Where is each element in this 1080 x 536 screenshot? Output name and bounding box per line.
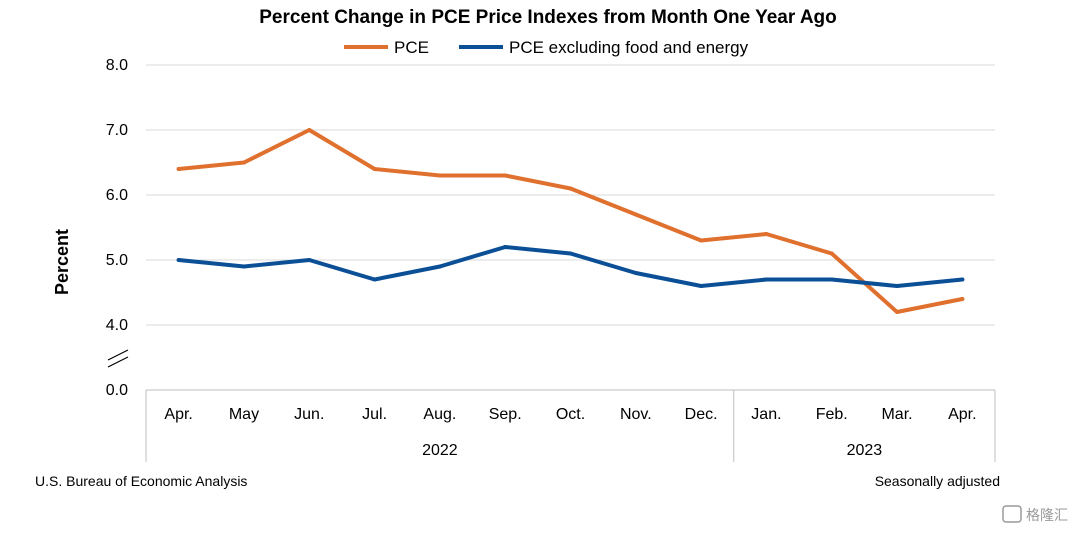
y-tick-label: 4.0	[106, 317, 128, 334]
data-point	[372, 167, 377, 171]
data-point	[241, 160, 246, 165]
gridlines	[146, 64, 995, 391]
y-tick-label: 8.0	[106, 57, 128, 74]
source-note: U.S. Bureau of Economic Analysis	[35, 473, 247, 489]
data-point	[699, 284, 704, 288]
axis-break-marker	[107, 349, 129, 368]
x-tick-label: Nov.	[620, 406, 652, 423]
legend-label-pce: PCE	[394, 38, 429, 57]
data-point	[437, 173, 442, 178]
data-point	[895, 310, 900, 314]
data-point	[241, 264, 246, 269]
watermark-logo-icon	[1002, 505, 1022, 523]
data-point	[176, 258, 181, 262]
legend: PCE PCE excluding food and energy	[344, 38, 749, 57]
data-point	[960, 277, 965, 282]
data-point	[895, 284, 900, 288]
axis-break-slash-2	[107, 356, 129, 368]
x-tick-label: Mar.	[881, 406, 912, 423]
data-point	[764, 277, 769, 282]
x-tick-label: May	[229, 406, 259, 423]
x-tick-label: Oct.	[556, 406, 585, 423]
adjustment-note: Seasonally adjusted	[875, 473, 1000, 489]
x-tick-label: Dec.	[685, 406, 718, 423]
x-group-label-2023: 2023	[847, 442, 883, 459]
series-lines	[176, 128, 965, 314]
data-point	[307, 258, 312, 262]
y-tick-label: 7.0	[106, 122, 128, 139]
x-axis: Apr. May Jun. Jul. Aug. Sep. Oct. Nov. Dec. Jan. F…	[145, 390, 996, 462]
watermark-text: 格隆汇	[1026, 507, 1068, 523]
x-tick-label: Apr.	[164, 406, 192, 423]
data-point	[437, 264, 442, 269]
data-point	[960, 297, 965, 301]
data-point	[568, 186, 573, 191]
data-point	[829, 277, 834, 282]
watermark: 格隆汇	[1002, 505, 1068, 523]
y-tick-label: 0.0	[106, 382, 128, 399]
data-point	[699, 238, 704, 243]
data-point	[503, 245, 508, 249]
series-points-0	[176, 128, 965, 314]
x-tick-label: Jun.	[294, 406, 324, 423]
y-tick-label: 5.0	[106, 252, 128, 269]
x-tick-label: Sep.	[489, 406, 522, 423]
legend-label-core-pce: PCE excluding food and energy	[509, 38, 749, 57]
x-tick-label: Jan.	[751, 406, 781, 423]
data-point	[372, 277, 377, 282]
data-point	[503, 173, 508, 178]
x-tick-label: Apr.	[948, 406, 976, 423]
data-point	[633, 271, 638, 275]
data-point	[633, 212, 638, 217]
axis-break-slash-1	[107, 349, 129, 361]
x-tick-label: Feb.	[816, 406, 848, 423]
x-tick-label: Jul.	[362, 406, 387, 423]
data-point	[176, 167, 181, 171]
series-points-1	[176, 245, 965, 288]
series-line-pce	[176, 128, 965, 314]
data-point	[764, 232, 769, 236]
data-point	[307, 128, 312, 132]
y-axis-label: Percent	[52, 229, 72, 295]
chart-title: Percent Change in PCE Price Indexes from…	[259, 7, 837, 28]
x-group-label-2022: 2022	[422, 442, 458, 459]
data-point	[829, 251, 834, 256]
data-point	[568, 251, 573, 256]
y-tick-label: 6.0	[106, 187, 128, 204]
x-tick-label: Aug.	[423, 406, 456, 423]
y-tick-labels: 8.0 7.0 6.0 5.0 4.0 0.0	[106, 57, 128, 399]
